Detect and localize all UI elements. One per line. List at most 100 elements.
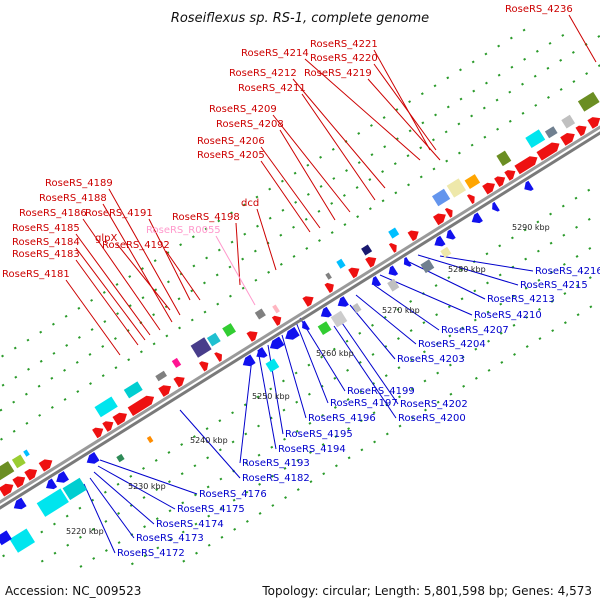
forward-gene (407, 230, 419, 242)
grid-dot (281, 379, 285, 383)
grid-dot (534, 103, 538, 107)
grid-dot (245, 519, 249, 523)
gene-block (146, 435, 154, 444)
reverse-gene (371, 276, 382, 287)
leader-line (281, 334, 307, 419)
grid-dot (444, 130, 448, 134)
grid-dot (470, 114, 474, 118)
grid-dot (101, 345, 105, 348)
forward-gene (271, 315, 282, 326)
grid-dot (12, 429, 16, 433)
grid-dot (66, 543, 70, 547)
grid-dot (78, 506, 82, 510)
grid-dot (232, 498, 236, 502)
leader-line (267, 344, 284, 435)
grid-dot (292, 225, 295, 229)
grid-dot (143, 554, 147, 558)
grid-dot (473, 289, 477, 293)
grid-dot (356, 215, 360, 219)
leader-line (260, 160, 311, 233)
grid-dot (192, 264, 196, 268)
grid-dot (127, 358, 131, 362)
grid-dot (396, 337, 400, 340)
grid-dot (559, 88, 563, 91)
grid-dot (216, 302, 220, 306)
grid-dot (394, 191, 398, 195)
grid-dot (243, 232, 247, 236)
gene-block (336, 258, 346, 269)
grid-dot (524, 257, 528, 261)
grid-dot (52, 351, 56, 355)
grid-dot (168, 480, 171, 484)
gene-block (206, 332, 221, 347)
grid-dot (64, 314, 68, 318)
grid-dot (27, 367, 30, 371)
forward-gene (444, 208, 453, 218)
grid-dot (334, 464, 338, 468)
reverse-gene (320, 306, 332, 318)
leader-line (404, 259, 486, 300)
grid-dot (242, 203, 246, 207)
grid-dot (77, 306, 81, 310)
leader-line (304, 58, 421, 161)
grid-dot (295, 429, 299, 433)
grid-dot (332, 347, 336, 351)
grid-dot (576, 313, 580, 317)
leader-line (102, 203, 173, 323)
gene-block (0, 461, 15, 481)
grid-dot (357, 161, 361, 165)
grid-dot (65, 343, 69, 347)
grid-dot (279, 262, 283, 266)
grid-dot (460, 297, 464, 301)
forward-gene (504, 170, 516, 181)
grid-dot (474, 347, 478, 351)
scale-tick-label: 5270 kbp (382, 306, 420, 315)
grid-dot (205, 256, 209, 260)
top-label-rosers-4184: RoseRS_4184 (12, 237, 80, 248)
grid-dot (271, 504, 275, 507)
grid-dot (345, 339, 349, 343)
leader-line (339, 319, 399, 405)
grid-dot (253, 249, 257, 253)
grid-dot (25, 421, 29, 425)
grid-dot (358, 360, 362, 364)
grid-dot (420, 92, 424, 96)
gene-block (577, 91, 600, 112)
gene-block (352, 303, 362, 313)
gene-block (446, 178, 466, 198)
top-label-rosers-4192: RoseRS_4192 (102, 240, 170, 251)
grid-dot (320, 355, 324, 359)
grid-dot (395, 108, 399, 112)
grid-dot (407, 183, 410, 187)
gene-features (0, 91, 600, 553)
grid-dot (424, 408, 427, 412)
grid-dot (296, 459, 300, 462)
grid-dot (190, 289, 194, 293)
reverse-gene (46, 478, 58, 490)
top-label-rosers-4183: RoseRS_4183 (12, 249, 80, 260)
leader-line (417, 254, 519, 286)
grid-dot (78, 535, 82, 539)
leader-line (260, 146, 321, 229)
grid-dot (40, 530, 44, 534)
backbone-strand (0, 125, 600, 504)
grid-dot (269, 387, 273, 391)
grid-dot (381, 199, 385, 203)
grid-dot (457, 151, 461, 155)
grid-dot (51, 322, 55, 326)
gene-block (387, 278, 400, 292)
grid-dot (396, 307, 400, 311)
grid-dot (383, 145, 387, 149)
grid-dot (483, 135, 487, 139)
scale-tick-label: 5260 kbp (316, 349, 354, 358)
grid-dot (282, 408, 286, 412)
grid-dot (408, 100, 412, 104)
reverse-gene (86, 452, 100, 464)
grid-dot (500, 360, 504, 364)
grid-dot (193, 464, 197, 468)
leader-line (257, 349, 277, 450)
grid-dot (141, 267, 144, 271)
grid-dot (561, 204, 565, 208)
reverse-gene (524, 180, 534, 191)
bottom-label-rosers-4200: RoseRS_4200 (398, 413, 466, 424)
